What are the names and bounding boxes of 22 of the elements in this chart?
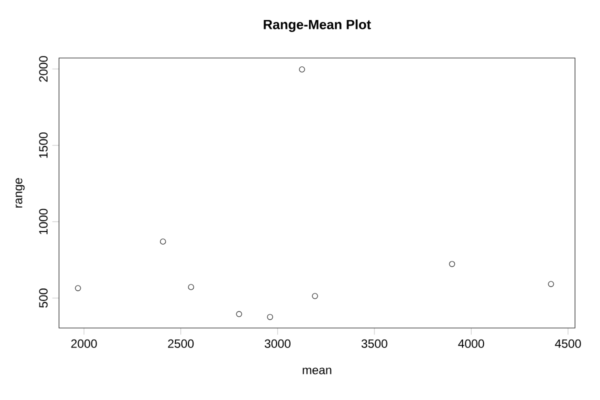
y-tick-label: 500	[39, 288, 48, 308]
point	[188, 284, 194, 290]
x-tick-label: 3500	[362, 339, 388, 348]
x-tick-label: 4500	[554, 339, 581, 348]
x-axis-title: mean	[302, 368, 332, 374]
point	[312, 293, 318, 300]
x-tick-label: 3000	[264, 339, 290, 348]
x-tick-label: 2500	[168, 339, 194, 348]
x-tick-label: 2000	[71, 339, 97, 348]
point	[548, 281, 554, 287]
chart-title: Range-Mean Plot	[264, 19, 371, 32]
point	[299, 66, 305, 72]
y-axis-title: range	[16, 178, 25, 208]
x-tick-label: 4000	[458, 339, 484, 348]
y-tick-label: 1000	[39, 208, 48, 234]
point	[75, 285, 81, 292]
y-tick-label: 1500	[39, 132, 48, 158]
point	[160, 238, 166, 244]
point	[236, 311, 242, 318]
y-tick-label: 2000	[39, 56, 48, 82]
point	[449, 261, 455, 267]
point	[267, 314, 273, 320]
